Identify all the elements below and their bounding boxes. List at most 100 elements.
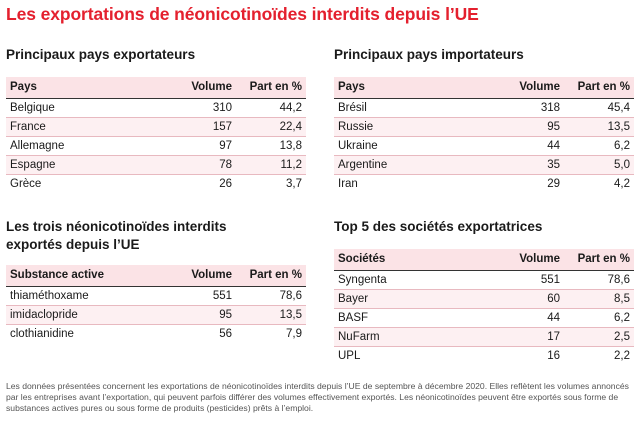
cell-volume: 60: [494, 289, 564, 309]
cell-label: BASF: [334, 308, 494, 328]
substances-section: Les trois néonicotinoïdes interdits expo…: [6, 218, 306, 343]
companies-title: Top 5 des sociétés exportatrices: [334, 219, 543, 234]
col-header-country: Pays: [6, 77, 166, 99]
table-header-row: Pays Volume Part en %: [6, 77, 306, 99]
cell-volume: 310: [166, 98, 236, 118]
exporters-table: Pays Volume Part en % Belgique 310 44,2 Fra…: [6, 77, 306, 193]
cell-volume: 95: [494, 117, 564, 137]
cell-share: 8,5: [564, 289, 634, 309]
cell-volume: 95: [166, 305, 236, 325]
companies-section: Top 5 des sociétés exportatrices Société…: [334, 218, 634, 365]
cell-volume: 97: [166, 136, 236, 156]
table-row: France 157 22,4: [6, 117, 306, 137]
companies-table: Sociétés Volume Part en % Syngenta 551 78,…: [334, 249, 634, 365]
col-header-substance: Substance active: [6, 265, 166, 287]
cell-volume: 16: [547, 349, 560, 362]
cell-label: Espagne: [6, 155, 166, 175]
table-row: BASF 44 6,2: [334, 308, 634, 328]
cell-label: Grèce: [10, 177, 42, 190]
footnote: Les données présentées concernent les ex…: [6, 381, 629, 413]
col-header-volume: Volume: [166, 265, 236, 287]
companies-body: Syngenta 551 78,6 Bayer 60 8,5 BASF 44 6,2 NuFarm…: [334, 270, 634, 365]
substances-table: Substance active Volume Part en % thiamé…: [6, 265, 306, 343]
cell-label: Syngenta: [334, 270, 494, 290]
cell-label: Bayer: [334, 289, 494, 309]
table-row: imidaclopride 95 13,5: [6, 305, 306, 325]
cell-share: 13,5: [564, 117, 634, 137]
page-title: Les exportations de néonicotinoïdes inte…: [6, 4, 479, 24]
cell-label: France: [6, 117, 166, 137]
substances-title-line1: Les trois néonicotinoïdes interdits: [6, 219, 227, 234]
cell-share: 11,2: [236, 155, 306, 175]
cell-volume: 157: [166, 117, 236, 137]
cell-volume: 29: [547, 177, 560, 190]
cell-volume: 17: [494, 327, 564, 347]
table-header-row: Pays Volume Part en %: [334, 77, 634, 99]
cell-share: 6,2: [564, 308, 634, 328]
table-row: NuFarm 17 2,5: [334, 327, 634, 347]
table-row: Brésil 318 45,4: [334, 98, 634, 118]
cell-label: Belgique: [6, 98, 166, 118]
table-row: Grèce 26 3,7: [6, 174, 306, 193]
cell-volume: 44: [494, 308, 564, 328]
table-row: Allemagne 97 13,8: [6, 136, 306, 156]
cell-share: 5,0: [564, 155, 634, 175]
cell-share: 7,9: [286, 327, 302, 340]
col-header-volume: Volume: [494, 77, 564, 99]
substances-title-line2: exportés depuis l’UE: [6, 237, 140, 252]
col-header-share: Part en %: [236, 77, 306, 99]
cell-volume: 35: [494, 155, 564, 175]
cell-volume: 56: [219, 327, 232, 340]
cell-label: thiaméthoxame: [6, 286, 166, 306]
cell-share: 45,4: [564, 98, 634, 118]
importers-title: Principaux pays importateurs: [334, 47, 524, 62]
table-row: Ukraine 44 6,2: [334, 136, 634, 156]
cell-volume: 551: [494, 270, 564, 290]
col-header-volume: Volume: [494, 249, 564, 271]
table-header-row: Sociétés Volume Part en %: [334, 249, 634, 271]
table-row: Russie 95 13,5: [334, 117, 634, 137]
cell-share: 6,2: [564, 136, 634, 156]
table-row: thiaméthoxame 551 78,6: [6, 286, 306, 306]
cell-volume: 78: [166, 155, 236, 175]
cell-volume: 551: [166, 286, 236, 306]
cell-share: 13,5: [236, 305, 306, 325]
cell-volume: 26: [219, 177, 232, 190]
cell-label: Russie: [334, 117, 494, 137]
cell-share: 78,6: [564, 270, 634, 290]
col-header-share: Part en %: [236, 265, 306, 287]
table-row: Argentine 35 5,0: [334, 155, 634, 175]
exporters-section: Principaux pays exportateurs Pays Volume…: [6, 46, 306, 193]
table-row: Iran 29 4,2: [334, 174, 634, 193]
table-header-row: Substance active Volume Part en %: [6, 265, 306, 287]
cell-label: Allemagne: [6, 136, 166, 156]
cell-label: NuFarm: [334, 327, 494, 347]
table-row: Espagne 78 11,2: [6, 155, 306, 175]
substances-body: thiaméthoxame 551 78,6 imidaclopride 95 13,5 c…: [6, 286, 306, 343]
col-header-country: Pays: [334, 77, 494, 99]
col-header-share: Part en %: [564, 77, 634, 99]
cell-label: UPL: [338, 349, 361, 362]
table-row: Bayer 60 8,5: [334, 289, 634, 309]
col-header-company: Sociétés: [334, 249, 494, 271]
table-row: UPL 16 2,2: [334, 346, 634, 365]
cell-share: 78,6: [236, 286, 306, 306]
table-row: Syngenta 551 78,6: [334, 270, 634, 290]
cell-label: clothianidine: [10, 327, 74, 340]
exporters-body: Belgique 310 44,2 France 157 22,4 Allemagne 97 1…: [6, 98, 306, 193]
cell-share: 44,2: [236, 98, 306, 118]
exporters-title: Principaux pays exportateurs: [6, 47, 196, 62]
importers-body: Brésil 318 45,4 Russie 95 13,5 Ukraine 44 6,2 Arg…: [334, 98, 634, 193]
cell-share: 2,2: [614, 349, 630, 362]
importers-section: Principaux pays importateurs Pays Volume…: [334, 46, 634, 193]
importers-table: Pays Volume Part en % Brésil 318 45,4 Russi…: [334, 77, 634, 193]
cell-volume: 44: [494, 136, 564, 156]
cell-label: Ukraine: [334, 136, 494, 156]
cell-volume: 318: [494, 98, 564, 118]
cell-share: 13,8: [236, 136, 306, 156]
cell-share: 4,2: [614, 177, 630, 190]
cell-label: imidaclopride: [6, 305, 166, 325]
col-header-share: Part en %: [564, 249, 634, 271]
table-row: clothianidine 56 7,9: [6, 324, 306, 343]
cell-share: 2,5: [564, 327, 634, 347]
